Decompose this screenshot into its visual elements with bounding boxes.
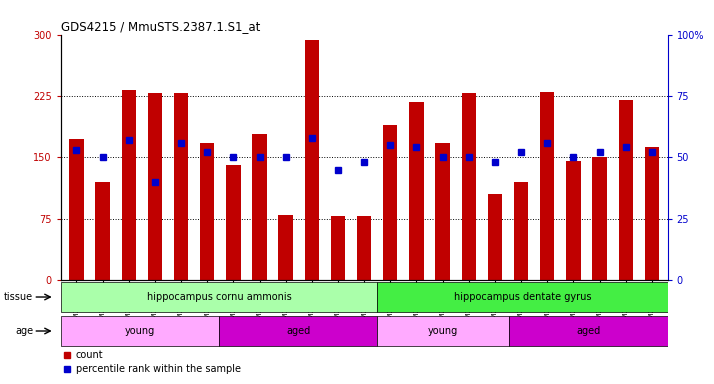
- Text: hippocampus dentate gyrus: hippocampus dentate gyrus: [453, 292, 591, 302]
- Bar: [252, 134, 267, 280]
- Bar: [409, 102, 423, 280]
- Bar: [96, 182, 110, 280]
- Bar: [461, 93, 476, 280]
- Text: young: young: [428, 326, 458, 336]
- Bar: [174, 93, 188, 280]
- Bar: [436, 142, 450, 280]
- Text: young: young: [125, 326, 155, 336]
- Bar: [618, 100, 633, 280]
- Bar: [331, 216, 345, 280]
- Bar: [593, 157, 607, 280]
- Text: percentile rank within the sample: percentile rank within the sample: [76, 364, 241, 374]
- Bar: [305, 40, 319, 280]
- Bar: [226, 166, 241, 280]
- Bar: [148, 93, 162, 280]
- Bar: [645, 147, 659, 280]
- Text: hippocampus cornu ammonis: hippocampus cornu ammonis: [146, 292, 291, 302]
- Text: aged: aged: [576, 326, 600, 336]
- Bar: [200, 142, 214, 280]
- Text: aged: aged: [286, 326, 311, 336]
- Bar: [383, 124, 398, 280]
- Text: tissue: tissue: [4, 292, 34, 302]
- Bar: [377, 316, 509, 346]
- Bar: [514, 182, 528, 280]
- Bar: [488, 194, 502, 280]
- Bar: [61, 282, 377, 312]
- Bar: [566, 161, 580, 280]
- Bar: [121, 90, 136, 280]
- Bar: [219, 316, 377, 346]
- Bar: [540, 92, 555, 280]
- Bar: [509, 316, 668, 346]
- Text: age: age: [15, 326, 34, 336]
- Text: GDS4215 / MmuSTS.2387.1.S1_at: GDS4215 / MmuSTS.2387.1.S1_at: [61, 20, 260, 33]
- Bar: [357, 216, 371, 280]
- Bar: [61, 316, 219, 346]
- Bar: [69, 139, 84, 280]
- Bar: [377, 282, 668, 312]
- Bar: [278, 215, 293, 280]
- Text: count: count: [76, 350, 104, 360]
